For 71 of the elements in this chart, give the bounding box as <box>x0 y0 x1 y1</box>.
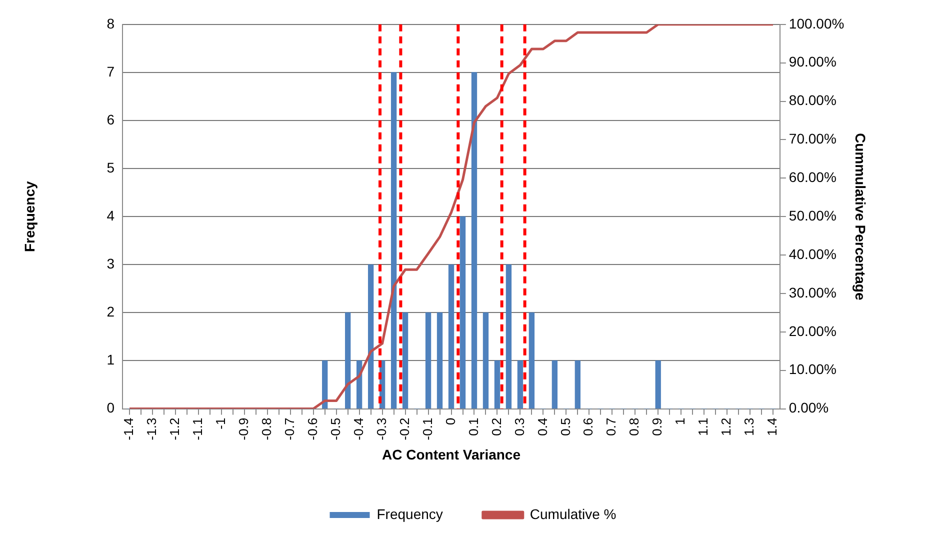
bar <box>471 72 478 409</box>
x-tick-label: 1.3 <box>742 418 757 436</box>
bar <box>482 312 489 409</box>
x-tick-label: -0.6 <box>304 418 320 440</box>
bar <box>345 312 351 409</box>
x-tick-label: 0.1 <box>466 418 481 436</box>
y2-tick-label: 80.00% <box>788 92 836 108</box>
x-tick-label: 0.3 <box>512 418 527 436</box>
y2-axis-title: Cummulative Percentage <box>852 132 869 300</box>
y-tick-label: 2 <box>106 304 115 320</box>
bar <box>506 264 512 409</box>
x-tick-label: -0.7 <box>282 418 297 440</box>
x-tick-label: 0.7 <box>604 418 619 436</box>
x-tick-label: -0.9 <box>236 418 251 440</box>
y2-tick-label: 70.00% <box>788 130 836 147</box>
x-tick-label: -0.4 <box>350 418 366 440</box>
x-tick-label: 0.4 <box>534 418 550 436</box>
y2-tick-label: 30.00% <box>788 284 836 300</box>
legend-label: Frequency <box>376 506 443 522</box>
x-tick-label: -1 <box>212 418 228 430</box>
y-tick-label: 4 <box>106 207 115 224</box>
y2-tick-label: 100.00% <box>788 15 844 32</box>
bar <box>436 312 443 409</box>
x-tick-label: 0.6 <box>580 418 596 436</box>
bar <box>322 360 328 409</box>
x-tick-label: 1.1 <box>696 418 711 436</box>
y-tick-label: 3 <box>106 256 115 272</box>
y-tick-label: 5 <box>106 159 115 176</box>
y-tick-label: 8 <box>106 15 115 32</box>
y2-tick-label: 10.00% <box>788 361 836 378</box>
x-tick-label: -0.1 <box>420 418 435 440</box>
x-tick-label: -0.5 <box>328 418 343 440</box>
bar <box>528 312 535 409</box>
x-tick-label: 0.8 <box>626 418 642 436</box>
y-tick-label: 1 <box>106 352 115 368</box>
x-tick-label: 0 <box>442 418 458 426</box>
x-tick-label: 0.5 <box>558 418 573 436</box>
y-axis-title: Frequency <box>21 180 38 252</box>
bar <box>494 360 500 409</box>
x-tick-label: -0.2 <box>396 418 412 440</box>
y2-tick-label: 50.00% <box>788 207 836 224</box>
x-tick-label: 0.2 <box>488 418 504 436</box>
y2-tick-label: 60.00% <box>788 169 836 186</box>
x-tick-label: -1.1 <box>190 418 206 440</box>
bar <box>655 360 661 409</box>
x-tick-label: 1.2 <box>718 418 734 436</box>
x-tick-label: -0.3 <box>374 418 389 440</box>
y2-tick-label: 0.00% <box>788 400 829 416</box>
y2-tick-label: 20.00% <box>788 322 836 339</box>
x-tick-label: -1.3 <box>144 418 160 440</box>
bar <box>402 312 408 409</box>
bar <box>552 360 558 409</box>
y2-tick-label: 90.00% <box>788 54 836 70</box>
legend-label: Cumulative % <box>530 506 616 522</box>
x-tick-label: -0.8 <box>258 418 274 440</box>
x-tick-label: 1.4 <box>764 418 780 436</box>
y-tick-label: 7 <box>106 63 115 80</box>
y-tick-label: 6 <box>106 111 115 128</box>
x-tick-label: 0.9 <box>650 418 665 436</box>
y2-tick-label: 40.00% <box>788 246 836 262</box>
bar <box>574 360 580 409</box>
x-tick-label: 1 <box>672 418 688 426</box>
x-tick-label: -1.2 <box>167 418 182 440</box>
bar <box>448 264 454 409</box>
bar <box>368 264 374 409</box>
bar <box>425 312 432 409</box>
bar <box>390 72 397 409</box>
x-tick-label: -1.4 <box>121 418 136 440</box>
bar <box>517 360 524 409</box>
x-axis-title: AC Content Variance <box>382 446 521 462</box>
bar <box>460 216 466 409</box>
